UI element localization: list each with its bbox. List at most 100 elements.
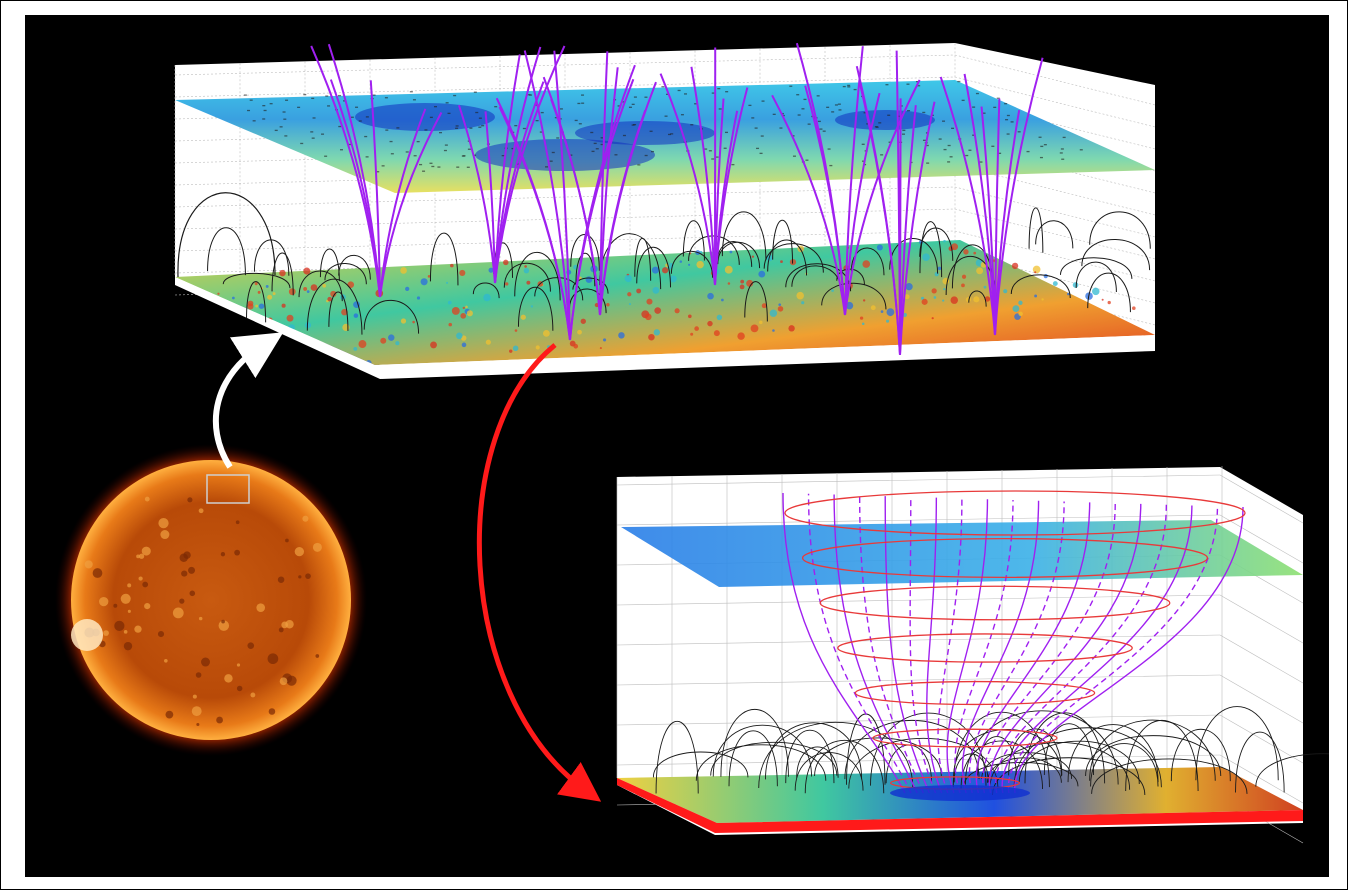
speckle [648,333,655,341]
speckle [880,310,884,313]
speckle [628,303,632,306]
speckle [983,285,987,289]
sun-spot [281,621,289,629]
speckle [876,244,883,251]
speckle [845,301,854,310]
vector-mark [968,149,972,151]
vector-mark [321,133,325,135]
speckle [512,345,519,352]
vector-mark [853,88,857,91]
funnel-field-line [1007,506,1219,794]
sun-spot [114,620,125,631]
vector-mark [252,120,256,122]
vector-mark [826,106,830,108]
vector-mark [437,166,441,168]
closed-loop [177,192,276,278]
dark-patch [835,110,935,130]
speckle [801,301,805,305]
vector-mark [1059,152,1063,154]
open-field-line [494,45,566,284]
grid-line [616,474,1221,486]
closed-loop [814,737,942,776]
dark-patch [575,121,715,145]
sun-spot [278,627,284,633]
sun-limb-flare [71,619,103,651]
vector-mark [885,84,889,86]
funnel-base-edge [617,778,1303,833]
sun-spot [144,603,151,610]
vector-mark [262,118,266,120]
sun-spot [103,630,109,636]
closed-loop [1089,211,1151,249]
open-field-line [795,42,846,316]
vector-mark [311,137,315,139]
sun-spot [188,566,196,574]
speckle [353,313,359,318]
vector-mark [961,99,965,102]
vector-mark [413,155,417,157]
speckle [1034,294,1038,298]
speckle [679,260,683,263]
vector-mark [822,130,826,132]
speckle [651,266,659,274]
funnel-field-line [988,503,1142,794]
vector-mark [863,112,867,114]
vector-mark [680,114,684,116]
vector-mark [831,111,835,113]
vector-mark [972,134,976,136]
closed-loop [989,742,1131,790]
closed-loop [517,286,554,331]
grid-line [616,754,1221,766]
speckle [1018,311,1023,317]
speckle [886,308,895,317]
speckle [886,319,890,323]
sun-spot [191,706,202,717]
vector-mark [965,154,969,157]
speckle [751,255,755,258]
speckle [1034,271,1037,274]
vector-mark [312,117,316,119]
speckle [465,305,468,309]
vector-mark [975,92,979,95]
speckle [1003,289,1008,294]
speckle [461,342,467,348]
vector-mark [416,140,420,143]
funnel-field-line [961,500,1040,794]
speckle [1018,300,1023,305]
speckle [599,347,602,350]
funnel-frame-ring [819,585,1171,621]
vector-mark [433,106,437,108]
closed-loop [1195,706,1279,781]
vector-mark [622,134,626,137]
vector-mark [511,147,515,150]
vector-mark [431,165,435,168]
vector-mark [249,99,253,101]
vector-mark [405,151,409,153]
sun-spot [224,674,233,683]
closed-loop [960,740,1043,790]
vector-mark [1039,156,1043,159]
speckle [427,274,431,278]
vector-mark [731,163,735,166]
vector-mark [412,99,416,101]
vector-mark [551,151,555,154]
grid-line [1219,514,1304,564]
speckle [488,267,494,273]
closed-loop [765,722,863,780]
vector-mark [942,120,946,122]
speckle [627,292,632,297]
sun-spot [250,692,256,698]
sun-spot [236,685,243,692]
speckle [934,272,939,277]
sun-spot [136,554,140,559]
sun-spot [113,603,118,608]
speckle [1101,298,1104,301]
vector-mark [527,94,531,96]
vector-mark [444,144,448,146]
speckle [746,279,754,287]
funnel-field-line [975,502,1091,794]
vector-mark [593,142,597,145]
sun-spot [138,553,145,559]
speckle [602,338,607,342]
vector-mark [951,127,955,129]
